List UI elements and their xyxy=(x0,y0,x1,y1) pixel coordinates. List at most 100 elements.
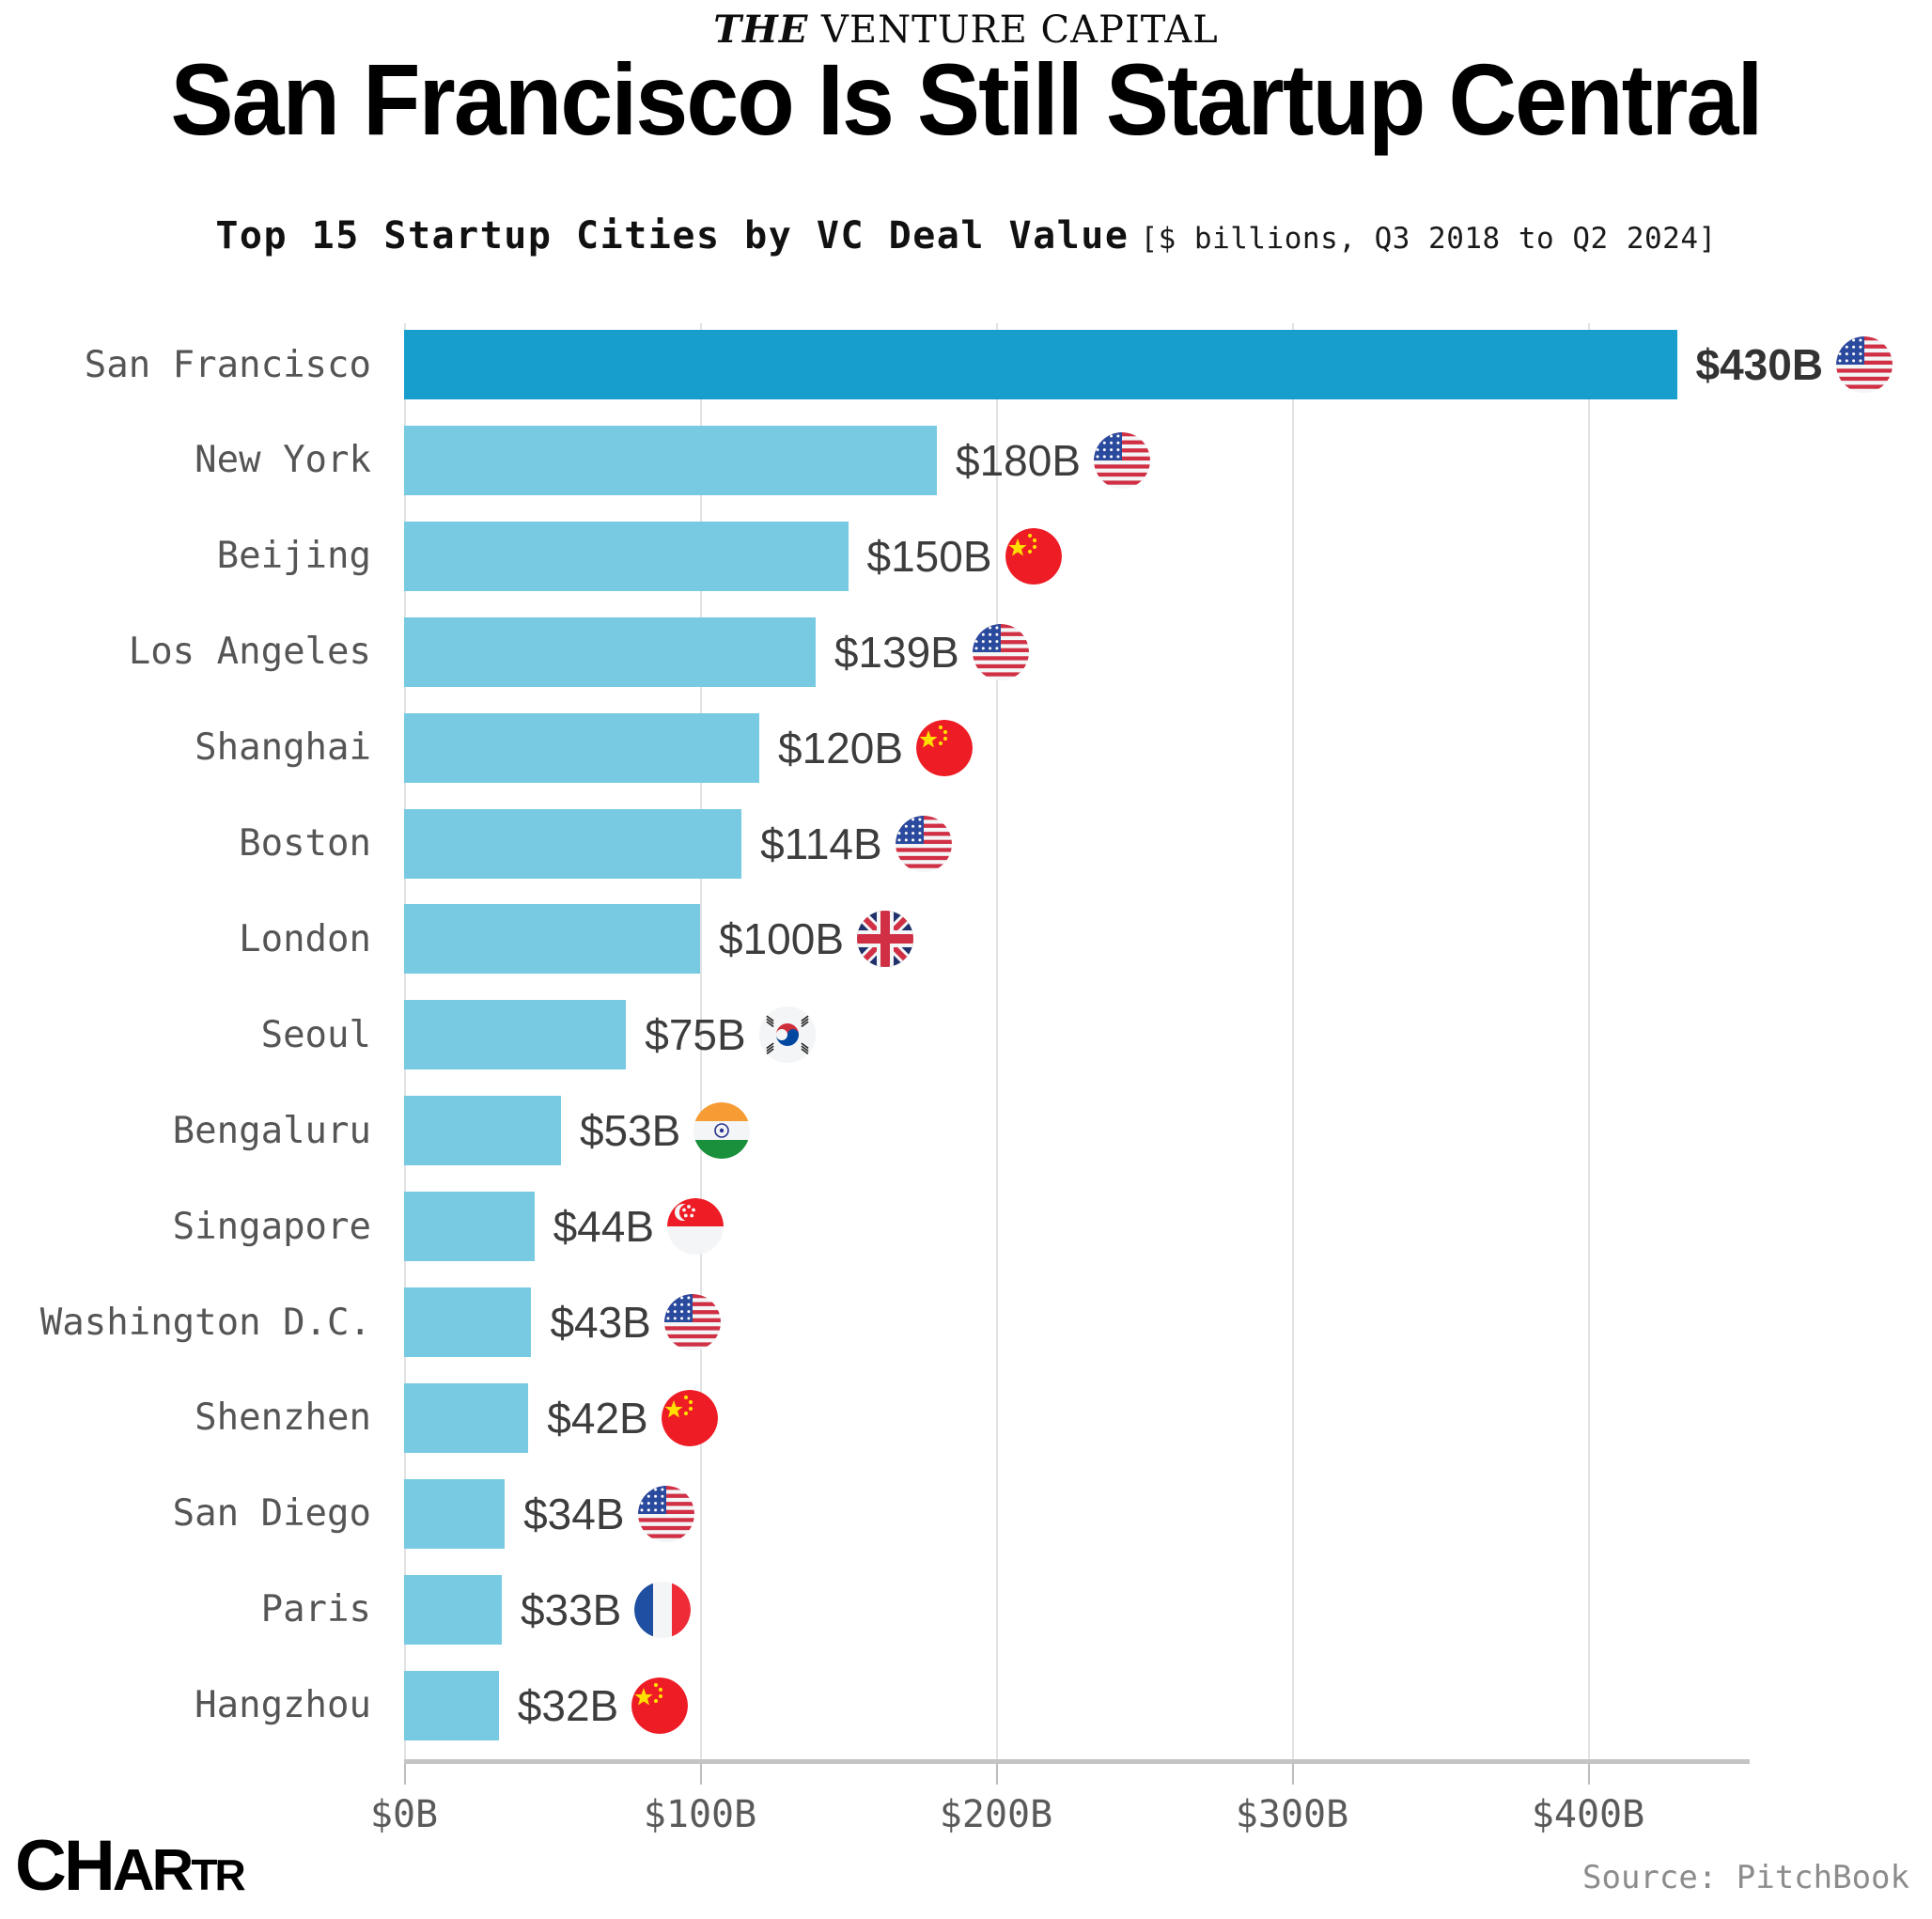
flag-cn-icon xyxy=(631,1677,689,1734)
table-row: Seoul $75B xyxy=(0,993,1932,1076)
x-tick-mark xyxy=(700,1764,702,1785)
table-row: Hangzhou $32B xyxy=(0,1664,1932,1747)
bar-shanghai xyxy=(404,712,759,783)
x-tick-label: $400B xyxy=(1531,1793,1645,1836)
page-title: San Francisco Is Still Startup Central xyxy=(170,42,1763,156)
gridline-200B xyxy=(996,323,998,1761)
value-label: $32B xyxy=(517,1680,619,1730)
value-group: $53B xyxy=(579,1089,751,1172)
bar-paris xyxy=(404,1574,502,1645)
flag-us-icon xyxy=(1094,431,1151,489)
value-group: $100B xyxy=(719,897,914,980)
bar-boston xyxy=(404,808,742,879)
bar-washington-d-c xyxy=(404,1287,532,1357)
flag-sg-icon xyxy=(667,1198,724,1256)
logo-part-3: TR xyxy=(191,1850,245,1899)
value-label: $100B xyxy=(719,914,845,964)
value-group: $75B xyxy=(645,993,816,1076)
value-label: $150B xyxy=(866,531,992,581)
x-tick-mark xyxy=(1292,1764,1294,1785)
value-label: $120B xyxy=(778,723,904,772)
city-label: Seoul xyxy=(260,1013,371,1056)
flag-cn-icon xyxy=(661,1389,718,1446)
kicker: THE VENTURE CAPITAL xyxy=(0,8,1932,52)
city-label: Bengaluru xyxy=(172,1109,371,1152)
table-row: Shanghai $120B xyxy=(0,707,1932,789)
value-group: $139B xyxy=(834,611,1029,694)
value-label: $180B xyxy=(956,435,1082,485)
value-group: $150B xyxy=(867,515,1062,598)
value-label: $75B xyxy=(645,1010,746,1060)
flag-in-icon xyxy=(693,1102,751,1160)
table-row: New York $180B xyxy=(0,419,1932,502)
value-label: $34B xyxy=(523,1489,625,1538)
x-tick-mark xyxy=(1588,1764,1590,1785)
city-label: Beijing xyxy=(216,535,371,578)
x-tick-mark xyxy=(404,1764,406,1785)
value-group: $114B xyxy=(760,803,952,885)
bar-beijing xyxy=(404,521,849,591)
city-label: Los Angeles xyxy=(128,631,371,674)
city-label: Washington D.C. xyxy=(39,1301,371,1344)
bar-seoul xyxy=(404,1000,627,1070)
city-label: Boston xyxy=(239,822,371,865)
source-note: Source: PitchBook xyxy=(1582,1859,1909,1896)
value-label: $430B xyxy=(1695,340,1824,389)
city-label: San Francisco xyxy=(84,343,371,386)
gridline-400B xyxy=(1588,323,1590,1761)
value-label: $42B xyxy=(547,1393,648,1443)
bar-los-angeles xyxy=(404,616,816,687)
value-group: $120B xyxy=(778,707,974,789)
value-label: $114B xyxy=(760,819,882,868)
city-label: Hangzhou xyxy=(195,1684,371,1727)
value-group: $180B xyxy=(956,419,1151,502)
subtitle-main: Top 15 Startup Cities by VC Deal Value xyxy=(215,214,1130,257)
table-row: Paris $33B xyxy=(0,1568,1932,1651)
value-group: $34B xyxy=(523,1473,694,1555)
table-row: Boston $114B xyxy=(0,803,1932,885)
table-row: Singapore $44B xyxy=(0,1185,1932,1268)
logo-part-1: CH xyxy=(15,1826,116,1906)
subtitle: Top 15 Startup Cities by VC Deal Value [$… xyxy=(0,214,1932,257)
value-label: $53B xyxy=(579,1106,681,1156)
flag-cn-icon xyxy=(1005,527,1062,585)
city-label: Singapore xyxy=(172,1205,371,1248)
flag-kr-icon xyxy=(758,1006,816,1064)
table-row: Washington D.C. $43B xyxy=(0,1281,1932,1364)
value-label: $139B xyxy=(834,627,959,677)
bar-bengaluru xyxy=(404,1096,561,1166)
city-label: New York xyxy=(195,439,371,482)
flag-gb-icon xyxy=(857,911,914,968)
value-group: $42B xyxy=(547,1377,718,1459)
flag-us-icon xyxy=(1836,336,1893,393)
bar-new-york xyxy=(404,425,937,495)
value-label: $44B xyxy=(553,1202,655,1252)
bar-san-francisco xyxy=(404,330,1677,399)
bar-hangzhou xyxy=(404,1670,499,1740)
value-label: $43B xyxy=(550,1298,651,1347)
flag-us-icon xyxy=(972,623,1029,680)
x-tick-label: $0B xyxy=(369,1793,439,1836)
value-group: $32B xyxy=(517,1664,689,1747)
value-group: $44B xyxy=(553,1185,724,1268)
table-row: London $100B xyxy=(0,897,1932,980)
gridline-100B xyxy=(700,323,702,1761)
x-tick-label: $200B xyxy=(939,1793,1053,1836)
kicker-the: THE xyxy=(713,8,809,52)
value-label: $33B xyxy=(520,1584,622,1634)
city-label: San Diego xyxy=(172,1492,371,1536)
flag-us-icon xyxy=(637,1485,694,1542)
logo-part-2: AR xyxy=(112,1838,195,1903)
chartr-logo: CHARTR xyxy=(15,1831,246,1903)
x-tick-label: $300B xyxy=(1235,1793,1349,1836)
table-row: San Francisco $430B xyxy=(0,323,1932,406)
x-axis-line xyxy=(404,1759,1750,1764)
flag-fr-icon xyxy=(634,1581,692,1638)
bar-shenzhen xyxy=(404,1382,529,1453)
bar-san-diego xyxy=(404,1478,506,1549)
value-group: $430B xyxy=(1696,323,1893,406)
kicker-rest: VENTURE CAPITAL xyxy=(821,8,1219,52)
subtitle-note: [$ billions, Q3 2018 to Q2 2024] xyxy=(1140,222,1717,256)
flag-cn-icon xyxy=(916,719,974,776)
